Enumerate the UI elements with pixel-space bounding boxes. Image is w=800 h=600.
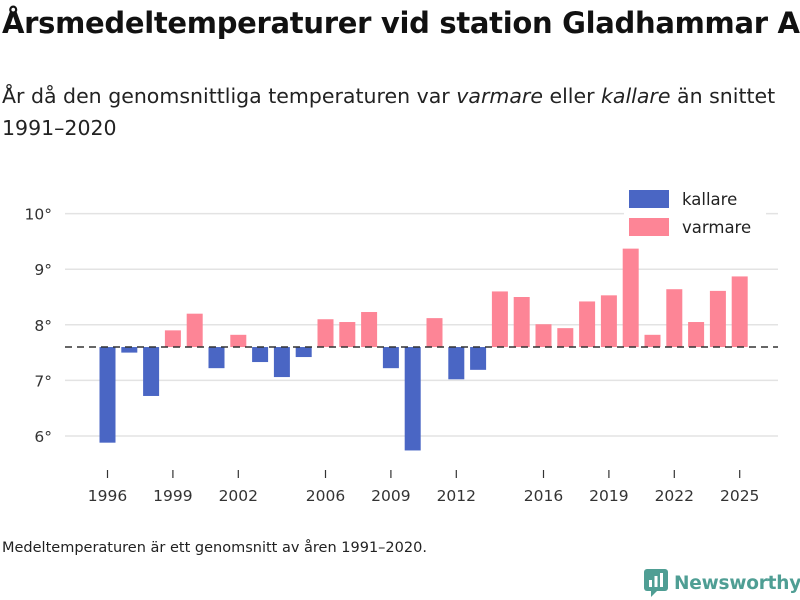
legend-swatch-varmare xyxy=(629,218,669,236)
x-tick-label: 1999 xyxy=(153,487,192,505)
bar-2021[interactable] xyxy=(644,334,661,348)
y-tick-label: 10° xyxy=(25,206,52,224)
x-tick-label: 2012 xyxy=(437,487,476,505)
x-tick-label: 2019 xyxy=(589,487,628,505)
bar-1997[interactable] xyxy=(121,347,138,353)
x-tick-label: 2022 xyxy=(655,487,694,505)
bar-2022[interactable] xyxy=(666,289,683,348)
bar-1999[interactable] xyxy=(164,330,181,348)
x-tick-label: 2016 xyxy=(524,487,563,505)
bar-2019[interactable] xyxy=(600,295,617,348)
bar-2020[interactable] xyxy=(622,248,639,348)
chart-subtitle: År då den genomsnittliga temperaturen va… xyxy=(2,80,792,144)
bar-2011[interactable] xyxy=(426,318,443,348)
footnote: Medeltemperaturen är ett genomsnitt av å… xyxy=(2,540,427,556)
bar-2023[interactable] xyxy=(688,322,705,348)
newsworthy-logo-icon xyxy=(644,569,668,597)
x-tick-label: 2002 xyxy=(219,487,258,505)
newsworthy-brand[interactable]: Newsworthy xyxy=(644,568,800,598)
y-tick-label: 7° xyxy=(34,372,52,390)
y-tick-label: 8° xyxy=(34,317,52,335)
bar-2018[interactable] xyxy=(579,301,596,348)
x-tick-label: 2006 xyxy=(306,487,345,505)
bar-2000[interactable] xyxy=(186,313,203,348)
bar-2006[interactable] xyxy=(317,319,334,348)
bar-2014[interactable] xyxy=(491,291,508,348)
legend-swatch-kallare xyxy=(629,190,669,208)
brand-name: Newsworthy xyxy=(674,572,800,594)
bar-2025[interactable] xyxy=(731,276,748,348)
legend-label-kallare: kallare xyxy=(682,190,737,209)
chart-title: Årsmedeltemperaturer vid station Gladham… xyxy=(2,6,800,40)
bar-2002[interactable] xyxy=(230,334,247,348)
bar-2009[interactable] xyxy=(382,347,399,369)
bar-2010[interactable] xyxy=(404,347,421,451)
x-tick-label: 2009 xyxy=(371,487,410,505)
bar-2005[interactable] xyxy=(295,347,312,358)
subtitle-tail: än snittet 1991–2020 xyxy=(2,84,776,140)
bar-1996[interactable] xyxy=(99,347,116,443)
bar-2003[interactable] xyxy=(252,347,269,363)
bar-2001[interactable] xyxy=(208,347,225,369)
y-tick-label: 6° xyxy=(34,428,52,446)
bar-2007[interactable] xyxy=(339,322,356,348)
subtitle-colder: kallare xyxy=(601,84,671,108)
x-tick-label: 2025 xyxy=(720,487,759,505)
temperature-bar-chart: 6° 7° 8° 9° 10° 1996 1999 2002 2006 2009 2012 2016 2… xyxy=(24,190,778,505)
y-tick-label: 9° xyxy=(34,261,52,279)
subtitle-middle: eller xyxy=(542,84,602,108)
bar-2004[interactable] xyxy=(273,347,290,378)
bar-2008[interactable] xyxy=(361,312,378,348)
bar-2013[interactable] xyxy=(470,347,487,370)
bar-2015[interactable] xyxy=(513,297,530,348)
bar-2017[interactable] xyxy=(557,328,574,348)
subtitle-lead: År då den genomsnittliga temperaturen va… xyxy=(2,84,457,108)
legend-label-varmare: varmare xyxy=(682,218,751,237)
bar-2012[interactable] xyxy=(448,347,465,380)
bar-1998[interactable] xyxy=(143,347,160,396)
bar-2024[interactable] xyxy=(709,290,726,348)
bar-2016[interactable] xyxy=(535,324,552,348)
subtitle-warmer: varmare xyxy=(456,84,543,108)
x-tick-label: 1996 xyxy=(88,487,127,505)
